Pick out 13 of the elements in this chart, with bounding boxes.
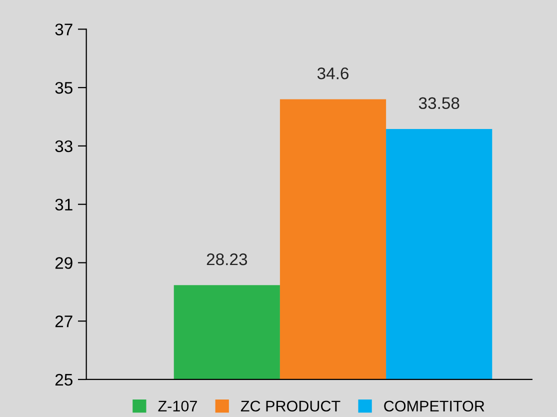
y-tick-label: 35 xyxy=(55,82,72,94)
data-label: 34.6 xyxy=(317,67,348,80)
y-tick-label: 27 xyxy=(55,315,72,328)
legend-label: COMPETITOR xyxy=(384,400,484,412)
y-tick-label: 29 xyxy=(55,257,72,269)
y-tick-label: 33 xyxy=(55,140,72,152)
legend-label: Z-107 xyxy=(158,400,197,412)
y-tick-label: 25 xyxy=(55,374,72,386)
data-label: 28.23 xyxy=(206,253,248,266)
y-tick-label: 31 xyxy=(55,198,72,211)
legend-label: ZC PRODUCT xyxy=(240,400,340,412)
y-tick-label: 37 xyxy=(55,24,72,36)
data-label: 33.58 xyxy=(418,97,460,110)
